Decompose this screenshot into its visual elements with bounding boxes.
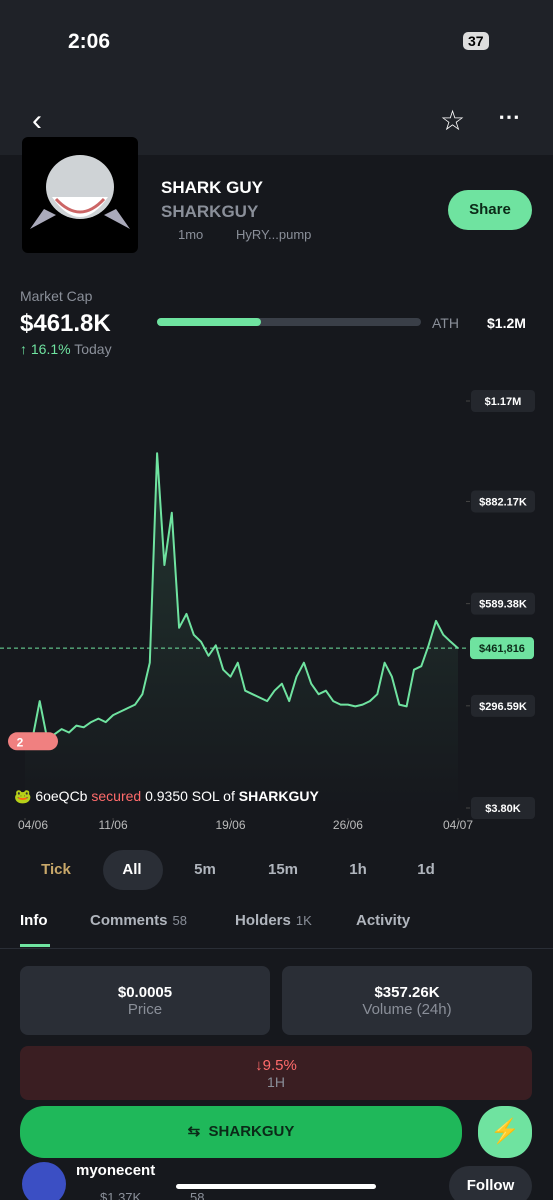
ath-label: ATH: [432, 315, 459, 331]
x-tick-label: 19/06: [215, 818, 245, 832]
volume-label: Volume (24h): [362, 1001, 452, 1018]
timeframe-option[interactable]: All: [122, 861, 142, 878]
x-tick-label: 04/06: [18, 818, 48, 832]
price-chart: $3.80K $296.59K $589.38K $882.17K $1.17M 04/0…: [0, 390, 535, 832]
trade-amount: 0.9350 SOL of: [145, 788, 235, 804]
status-time: 2:06: [68, 30, 111, 53]
tab-label: Activity: [356, 912, 411, 929]
current-price-label: $461,816: [479, 643, 525, 655]
market-change: 16.1%: [30, 341, 71, 357]
price-value: $0.0005: [117, 984, 173, 1001]
trade-badge: [8, 732, 58, 751]
y-tick-label: $589.38K: [479, 599, 527, 611]
creator-followers: 58: [190, 1190, 205, 1200]
ath-progress: [157, 318, 421, 326]
favorite-button[interactable]: ☆: [440, 105, 466, 136]
divider: [0, 948, 553, 949]
trade-action: secured: [91, 788, 142, 804]
trade-feed: 🐸 6oeQCb secured 0.9350 SOL of SHARKGUY: [14, 788, 319, 804]
ath-value: $1.2M: [487, 315, 526, 331]
timeframe-option[interactable]: 15m: [267, 861, 299, 878]
trade-token: SHARKGUY: [238, 788, 319, 804]
tab-underline: [20, 944, 50, 947]
trade-button-label: SHARKGUY: [208, 1123, 295, 1140]
change-label: 1H: [267, 1074, 285, 1090]
y-tick-pill: [471, 797, 535, 819]
volume-value: $357.26K: [374, 984, 440, 1001]
shark-icon: [30, 155, 130, 229]
market-cap-value: $461.8K: [20, 310, 111, 337]
y-tick-pill: [471, 694, 535, 717]
y-tick-label: $882.17K: [479, 496, 527, 508]
timeframe-option[interactable]: 1d: [417, 861, 435, 878]
x-tick-label: 26/06: [333, 818, 363, 832]
creator-holdings: $1.37K: [100, 1190, 142, 1200]
volume-card: $357.26K Volume (24h): [282, 966, 532, 1035]
price-label: Price: [127, 1001, 163, 1018]
change-card: ↓9.5% 1H: [20, 1046, 532, 1100]
price-area: [25, 453, 458, 808]
trade-badge-count: 2: [17, 735, 24, 749]
y-tick-pill: [471, 592, 535, 615]
follow-button[interactable]: Follow: [449, 1166, 532, 1200]
more-button[interactable]: ⋯: [498, 104, 520, 129]
tab[interactable]: Comments 58: [90, 912, 187, 929]
timeframe-active-bg: [103, 850, 163, 890]
y-tick-label: $3.80K: [485, 803, 521, 815]
home-indicator: [176, 1184, 376, 1189]
current-price-pill: [470, 637, 534, 660]
trade-user: 6oeQCb: [35, 788, 88, 804]
price-line: [24, 452, 459, 743]
token-age: 1mo: [178, 227, 204, 242]
creator-name: myonecent: [76, 1162, 156, 1179]
tab-label: Holders: [235, 912, 291, 929]
back-button[interactable]: ‹: [32, 104, 42, 137]
x-tick-label: 11/06: [98, 818, 127, 832]
market-period: Today: [74, 341, 112, 357]
tab[interactable]: Info: [20, 912, 48, 929]
tab-count: 58: [172, 913, 187, 928]
token-name: SHARK GUY: [161, 178, 264, 197]
tab[interactable]: Holders 1K: [235, 912, 312, 929]
token-address[interactable]: HyRY...pump: [236, 227, 312, 242]
battery: 37: [463, 32, 489, 50]
x-tick-label: 04/07: [443, 818, 473, 832]
y-tick-label: $1.17M: [485, 396, 522, 408]
token-ticker: SHARKGUY: [161, 202, 259, 221]
y-tick-pill: [471, 490, 535, 513]
tab-label: Info: [20, 912, 48, 929]
timeframe-option[interactable]: 5m: [194, 861, 216, 878]
price-card: $0.0005 Price: [20, 966, 270, 1035]
change-value: 9.5%: [262, 1057, 297, 1074]
timeframe-option[interactable]: 1h: [349, 861, 367, 878]
quick-buy-button[interactable]: ⚡: [478, 1106, 532, 1158]
y-tick-label: $296.59K: [479, 701, 527, 713]
share-button[interactable]: Share: [448, 190, 532, 230]
token-image: [22, 137, 138, 253]
trade-button[interactable]: ⇆ SHARKGUY: [20, 1106, 462, 1158]
y-tick-pill: [471, 390, 535, 412]
timeframe-option[interactable]: Tick: [41, 861, 71, 878]
creator-avatar: [22, 1162, 66, 1200]
header-bg: [0, 0, 553, 155]
tab-label: Comments: [90, 912, 168, 929]
tab[interactable]: Activity: [356, 912, 410, 929]
tab-count: 1K: [295, 913, 312, 928]
market-cap-label: Market Cap: [20, 288, 93, 304]
